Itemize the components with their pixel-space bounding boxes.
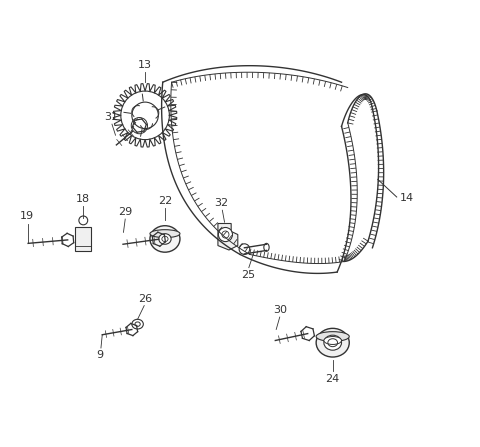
Text: 14: 14 xyxy=(400,194,414,203)
Circle shape xyxy=(239,244,250,254)
Text: 19: 19 xyxy=(20,211,34,221)
Text: 9: 9 xyxy=(96,350,104,360)
Text: 25: 25 xyxy=(241,270,255,280)
Text: 13: 13 xyxy=(138,60,152,70)
Text: 29: 29 xyxy=(118,207,132,217)
Text: 24: 24 xyxy=(325,374,340,384)
Ellipse shape xyxy=(316,332,349,342)
Circle shape xyxy=(218,228,232,241)
Circle shape xyxy=(131,118,147,134)
Ellipse shape xyxy=(324,335,342,350)
Ellipse shape xyxy=(264,243,269,251)
Ellipse shape xyxy=(132,319,144,329)
Text: 18: 18 xyxy=(76,194,90,204)
Circle shape xyxy=(79,216,88,225)
Text: 26: 26 xyxy=(138,294,153,304)
Ellipse shape xyxy=(159,234,171,244)
Text: 30: 30 xyxy=(274,305,288,315)
Text: 32: 32 xyxy=(215,198,228,208)
Ellipse shape xyxy=(324,337,342,345)
Polygon shape xyxy=(218,224,238,250)
Text: 31: 31 xyxy=(104,112,118,122)
FancyBboxPatch shape xyxy=(75,227,91,251)
Ellipse shape xyxy=(150,230,180,238)
Ellipse shape xyxy=(150,226,180,252)
Ellipse shape xyxy=(316,329,349,357)
Text: 22: 22 xyxy=(158,196,172,206)
